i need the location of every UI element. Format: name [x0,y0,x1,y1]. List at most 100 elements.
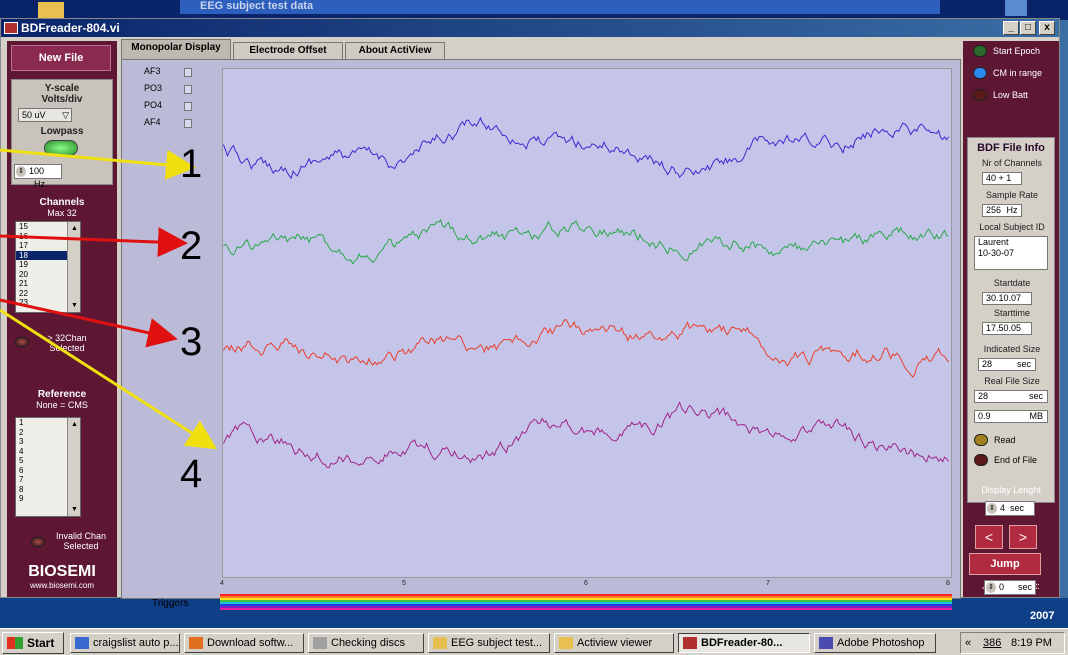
scroll-up-icon[interactable]: ▲ [71,225,78,232]
list-item[interactable]: 20 [19,269,28,279]
annotation-number: 4 [180,452,203,496]
labview-app-icon [4,22,18,34]
taskbar-item[interactable]: Checking discs [308,633,424,653]
subject-id-value: Laurent 10-30-07 [974,236,1048,270]
taskbar-item[interactable]: Adobe Photoshop [814,633,936,653]
display-length-label: Display Lenght [981,485,1041,495]
scroll-up-icon[interactable]: ▲ [71,421,78,428]
tray-expand-icon[interactable]: « [965,637,972,649]
biosemi-url: www.biosemi.com [29,581,94,590]
chevron-down-icon: ▽ [62,110,69,120]
taskbar-item[interactable]: craigslist auto p... [70,633,180,653]
prev-button[interactable]: < [975,525,1003,549]
list-item[interactable]: 6 [19,465,24,475]
list-item[interactable]: 7 [19,475,24,484]
tab-monopolar-display[interactable]: Monopolar Display [121,39,231,59]
lowpass-stepper[interactable]: ⇕ 100 Hz [14,164,62,189]
jump-button[interactable]: Jump [969,553,1041,575]
indicated-size-label: Indicated Size [983,344,1041,354]
yscale-group: Y-scale Volts/div 50 uV ▽ Lowpass ⇕ 100 … [11,79,113,189]
stepper-arrows-icon[interactable]: ⇕ [986,582,996,593]
list-item[interactable]: 5 [19,456,24,465]
tab-about-actiview[interactable]: About ActiView [345,42,445,59]
folder-desktop-icon[interactable] [38,2,64,18]
startdate-value: 30.10.07 [982,292,1032,305]
taskbar-item[interactable]: Download softw... [184,633,304,653]
list-item[interactable]: 15 [19,222,28,231]
yscale-dropdown[interactable]: 50 uV ▽ [18,108,72,122]
channel-color-swatch[interactable] [184,102,192,111]
invalid-chan-indicator [31,537,45,547]
eeg-trace-4 [223,401,949,469]
tray-app-icon[interactable]: 386 [983,637,1002,649]
eeg-plot-area[interactable] [222,68,952,578]
taskbar-item[interactable]: Actiview viewer [554,633,674,653]
x-tick-label: 8 [946,580,950,587]
triggers-rainbow [220,594,952,610]
close-button[interactable]: x [1039,21,1055,35]
app-icon [559,637,573,649]
list-item[interactable]: 19 [19,260,28,269]
monopolar-display-panel: AF3 PO3 PO4 AF4 4 5 6 7 8 Triggers [121,59,961,610]
channels-list[interactable]: 15 16 17 18 19 20 21 22 23 ▲ ▼ [15,221,81,313]
channels-scrollbar[interactable]: ▲ ▼ [67,222,80,312]
reference-sub: None = CMS [36,400,88,410]
taskbar-item[interactable]: BDFreader-80... [678,633,810,653]
year-label: 2007 [1030,610,1055,622]
led-icon [973,45,987,57]
taskbar-item-label: Download softw... [207,637,294,649]
taskbar: Start craigslist auto p... Download softw… [0,628,1068,655]
eeg-traces [223,116,949,469]
scroll-down-icon[interactable]: ▼ [71,506,78,513]
word-doc-icon[interactable] [1005,0,1027,16]
channel-color-swatch[interactable] [184,68,192,77]
info-title: BDF File Info [977,142,1045,154]
led-icon [973,89,987,101]
lowpass-toggle[interactable] [44,140,78,156]
list-item[interactable]: 9 [19,494,24,503]
taskbar-item-label: EEG subject test... [451,637,543,649]
nr-channels-value: 40 + 1 [982,172,1022,185]
reference-title: Reference [37,389,87,400]
start-button[interactable]: Start [2,632,64,654]
taskbar-item-label: Actiview viewer [577,637,653,649]
window-titlebar[interactable]: BDFreader-804.vi _ □ x [1,19,1059,37]
biosemi-brand: BIOSEMI [28,563,96,580]
new-file-button[interactable]: New File [11,45,111,71]
scroll-down-icon[interactable]: ▼ [71,302,78,309]
list-item[interactable]: 18 [16,250,80,260]
sample-rate-label: Sample Rate [985,190,1039,200]
restore-button[interactable]: □ [1020,21,1036,35]
stepper-arrows-icon[interactable]: ⇕ [987,503,997,514]
list-item[interactable]: 4 [19,446,24,456]
eeg-trace-3 [223,319,949,378]
list-item[interactable]: 21 [19,279,28,288]
reference-scrollbar[interactable]: ▲ ▼ [67,418,80,516]
channel-label: PO3 [142,83,192,100]
starttime-label: Starttime [993,308,1030,318]
taskbar-item-label: craigslist auto p... [93,637,179,649]
list-item[interactable]: 17 [19,241,28,250]
taskbar-item[interactable]: EEG subject test... [428,633,550,653]
tab-electrode-offset[interactable]: Electrode Offset [233,42,343,59]
display-length-stepper[interactable]: ⇕ 4 sec [985,501,1035,516]
list-item[interactable]: 22 [19,288,28,298]
x-tick-label: 6 [584,580,588,587]
indicated-size-field: 28 sec [978,358,1036,371]
stepper-arrows-icon[interactable]: ⇕ [16,166,26,177]
window-title: BDFreader-804.vi [21,21,120,35]
app-icon [75,637,89,649]
channel-color-swatch[interactable] [184,119,192,128]
minimize-button[interactable]: _ [1003,21,1019,35]
list-item[interactable]: 8 [19,484,24,494]
app-icon [433,637,447,649]
next-button[interactable]: > [1009,525,1037,549]
led-icon [973,67,987,79]
clock: 8:19 PM [1011,637,1052,649]
channel-color-swatch[interactable] [184,85,192,94]
jump-to-point-stepper[interactable]: ⇕ 0 sec [984,580,1036,595]
taskbar-item-label: Adobe Photoshop [837,637,925,649]
eeg-trace-1 [223,116,949,180]
taskbar-item-label: BDFreader-80... [701,637,783,649]
